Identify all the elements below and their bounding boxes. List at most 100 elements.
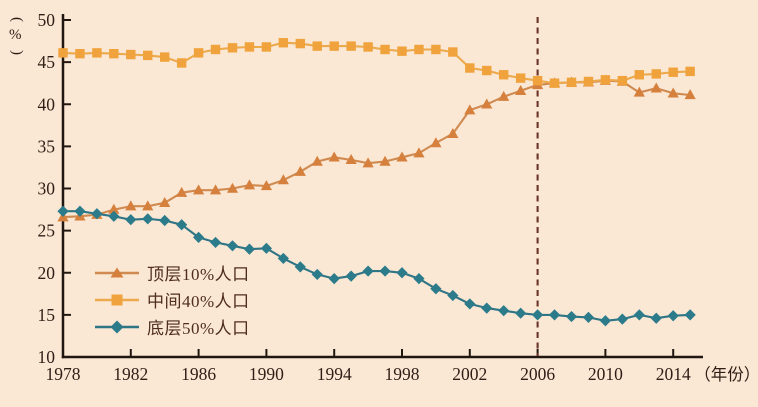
marker-diamond	[243, 243, 256, 255]
marker-square	[482, 65, 492, 76]
marker-triangle	[430, 137, 442, 148]
marker-diamond	[193, 231, 205, 243]
x-tick-label-2010: 2010	[588, 364, 623, 384]
y-tick-label-50: 50	[38, 10, 56, 30]
marker-square	[634, 70, 644, 80]
marker-triangle	[667, 87, 679, 98]
marker-triangle	[684, 89, 696, 100]
marker-diamond	[532, 309, 544, 321]
marker-triangle	[277, 174, 289, 185]
y-tick-label-30: 30	[38, 179, 56, 199]
marker-diamond	[413, 273, 425, 285]
marker-square	[566, 77, 577, 88]
y-tick-label-45: 45	[38, 52, 56, 72]
marker-diamond	[209, 236, 222, 249]
x-tick-label-1994: 1994	[317, 364, 352, 384]
marker-triangle	[142, 200, 154, 211]
legend-label-middle40: 中间40%人口	[147, 292, 250, 311]
marker-diamond	[684, 309, 696, 321]
y-tick-label-15: 15	[38, 305, 56, 325]
marker-triangle	[464, 104, 476, 115]
marker-triangle	[328, 151, 340, 162]
marker-square	[515, 73, 526, 83]
marker-square	[329, 41, 339, 51]
marker-triangle	[362, 157, 374, 168]
x-tick-label-1982: 1982	[113, 364, 148, 384]
marker-square	[414, 44, 424, 55]
marker-square	[295, 38, 305, 49]
marker-diamond	[498, 305, 510, 317]
x-tick-label-1986: 1986	[181, 364, 216, 384]
marker-triangle	[193, 184, 205, 195]
legend-label-bottom50: 底层50%人口	[147, 319, 250, 338]
marker-triangle	[243, 179, 256, 190]
marker-diamond	[650, 312, 662, 324]
marker-triangle	[311, 155, 323, 166]
marker-diamond	[548, 309, 561, 321]
marker-square	[75, 49, 85, 59]
marker-triangle	[447, 127, 459, 138]
y-tick-label-10: 10	[38, 347, 56, 367]
y-tick-label-20: 20	[38, 263, 56, 283]
marker-triangle	[159, 197, 171, 208]
marker-triangle	[260, 180, 272, 191]
marker-square	[278, 38, 289, 48]
x-tick-label-1998: 1998	[385, 364, 420, 384]
marker-square	[176, 58, 187, 68]
marker-diamond	[515, 307, 527, 319]
marker-triangle	[498, 90, 510, 101]
marker-triangle	[226, 182, 239, 193]
marker-square	[651, 69, 661, 79]
marker-diamond	[328, 273, 340, 285]
marker-diamond	[396, 267, 408, 279]
marker-triangle	[294, 165, 306, 176]
marker-triangle	[413, 147, 425, 158]
marker-diamond	[260, 242, 272, 254]
y-unit-open-paren: (	[8, 17, 25, 22]
marker-triangle	[633, 86, 645, 97]
marker-square	[617, 75, 628, 86]
marker-diamond	[294, 261, 306, 273]
marker-diamond	[633, 309, 645, 321]
marker-diamond	[345, 270, 357, 282]
y-tick-label-35: 35	[38, 136, 56, 156]
marker-triangle	[396, 151, 408, 162]
marker-diamond	[430, 283, 442, 295]
marker-diamond	[125, 214, 137, 226]
legend-marker-bottom50-diamond-icon	[95, 320, 139, 333]
x-tick-label-1990: 1990	[249, 364, 284, 384]
marker-square	[532, 75, 543, 86]
y-tick-label-25: 25	[38, 221, 56, 241]
y-unit-percent: %	[9, 27, 22, 43]
chart-legend: 顶层10%人口 中间40%人口 底层50%人口	[94, 262, 250, 338]
x-tick-label-2006: 2006	[520, 364, 555, 384]
marker-diamond	[379, 265, 391, 277]
marker-diamond	[582, 311, 595, 324]
marker-diamond	[481, 302, 493, 314]
marker-triangle	[481, 98, 493, 109]
marker-diamond	[159, 214, 171, 227]
marker-diamond	[616, 313, 628, 325]
marker-triangle	[176, 186, 188, 197]
marker-triangle	[379, 155, 391, 166]
marker-square	[583, 76, 594, 87]
marker-square	[380, 44, 390, 55]
marker-square	[193, 48, 204, 58]
marker-square	[668, 67, 678, 77]
marker-diamond	[277, 252, 289, 265]
marker-diamond	[142, 213, 154, 225]
marker-triangle	[515, 84, 527, 95]
marker-square	[346, 41, 356, 51]
marker-diamond	[599, 315, 611, 327]
marker-square	[685, 66, 695, 77]
legend-item-top10: 顶层10%人口	[94, 262, 250, 284]
marker-diamond	[464, 298, 476, 310]
marker-triangle	[650, 82, 662, 93]
marker-square	[465, 63, 475, 73]
x-tick-label-2014: 2014	[656, 364, 691, 384]
legend-marker-top10-triangle-icon	[95, 267, 139, 277]
marker-triangle	[345, 154, 357, 165]
marker-diamond	[565, 310, 578, 323]
marker-diamond	[447, 289, 459, 302]
